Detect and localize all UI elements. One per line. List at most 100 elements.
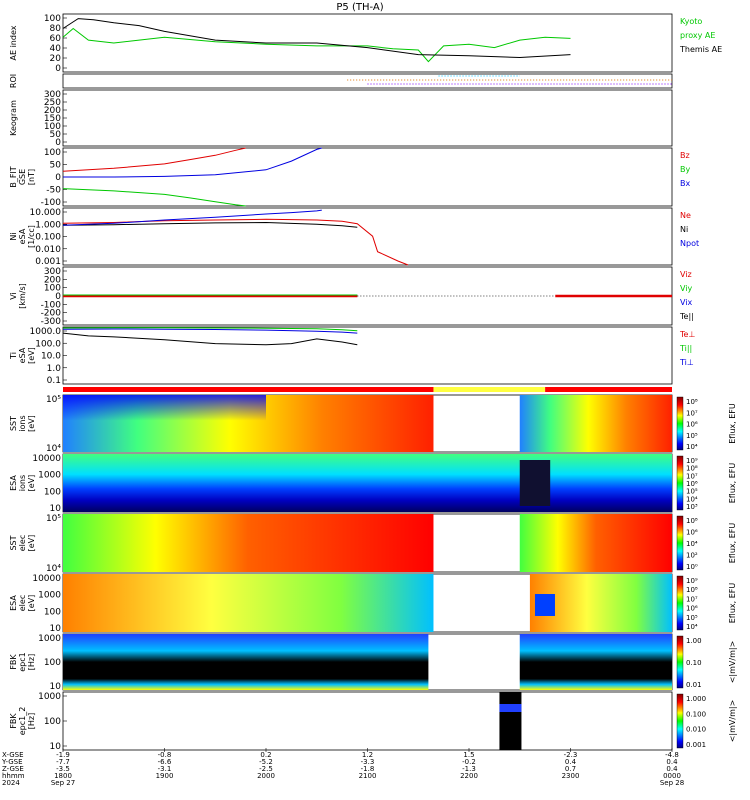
x-row-label: hhmm <box>2 772 25 780</box>
y-label-esa_elec: [eV] <box>27 595 36 612</box>
chart-title: P5 (TH-A) <box>336 2 383 13</box>
y-label-esa_ion: [eV] <box>27 475 36 492</box>
x-tick-label: 2000 <box>257 772 275 780</box>
series-ni-ni <box>62 221 358 228</box>
x-tick-label: -3.1 <box>158 765 172 773</box>
y-label-vi: Vi <box>9 292 18 300</box>
legend-vi: Viy <box>680 284 693 293</box>
y-tick-label-bfit: 0 <box>55 173 61 183</box>
colorbar-label-esa_ion: Eflux, EFU <box>728 463 737 504</box>
fbk1-spectrogram-2 <box>519 634 672 690</box>
x-tick-label: 1800 <box>54 772 72 780</box>
legend-ti: Te⊥ <box>679 330 695 339</box>
y-label-ti: Ti <box>9 352 18 360</box>
sst-elec-spectrogram <box>63 514 434 572</box>
legend-ae: proxy AE <box>680 31 715 40</box>
colorbar-tick-sst_ion: 10⁴ <box>686 443 698 451</box>
legend-ti: Ti|| <box>679 344 692 353</box>
x-tick-label: -3.5 <box>56 765 70 773</box>
x-axis: X-GSEY-GSEZ-GSEhhmm2024-1.9-7.7-3.51800S… <box>1 748 684 787</box>
colorbar-tick-fbk1: 1.00 <box>686 637 702 645</box>
colorbar-tick-esa_elec: 10⁹ <box>686 577 698 585</box>
panel-frame-fbk2 <box>62 691 673 751</box>
y-label-bfit: [nT] <box>27 169 36 185</box>
legend-vi: Te|| <box>679 312 694 321</box>
panel-frame-ti <box>62 326 673 385</box>
colorbar-esa_elec <box>676 575 684 631</box>
colorbar-esa_ion <box>676 455 684 511</box>
colorbar-tick-sst_elec: 10⁶ <box>686 529 698 537</box>
colorbar-tick-esa_elec: 10⁴ <box>686 623 698 631</box>
x-tick-label: 0.4 <box>666 758 678 766</box>
y-label-fbk1: epc1 <box>18 652 27 672</box>
y-tick-label-keogram: 0 <box>55 138 61 148</box>
colorbar-tick-sst_elec: 10⁸ <box>686 517 698 525</box>
fbk2-spectrogram-band <box>499 704 522 712</box>
esa-elec-blue-patch <box>534 594 555 616</box>
x-tick-label: -5.2 <box>259 758 273 766</box>
colorbar-label-sst_elec: Eflux, EFU <box>728 523 737 564</box>
panel-frame-ae <box>62 13 673 73</box>
y-tick-label-sst_elec: 10⁴ <box>46 564 61 574</box>
y-tick-label-esa_elec: 100 <box>44 607 61 617</box>
colorbar-tick-fbk1: 0.01 <box>686 681 702 689</box>
x-tick-label: -1.8 <box>361 765 375 773</box>
sst-ion-spectrogram-shade <box>63 395 266 452</box>
y-tick-label-vi: 300 <box>44 267 61 277</box>
x-tick-label: 1.2 <box>362 751 373 759</box>
colorbar-tick-fbk2: 1.000 <box>686 695 706 703</box>
y-tick-label-keogram: 150 <box>44 114 61 124</box>
y-tick-label-ti: 0.1 <box>47 376 61 386</box>
x-tick-label: 1900 <box>156 772 174 780</box>
y-tick-label-ni: 0.100 <box>35 233 61 243</box>
y-label-esa_ion: ESA <box>9 475 18 491</box>
y-tick-label-ti: 1.0 <box>47 364 62 374</box>
series-bfit-bz <box>62 147 246 172</box>
esa-elec-spectrogram <box>63 574 434 632</box>
y-label-esa_ion: ions <box>18 475 27 491</box>
colorbar-fbk1 <box>676 635 684 689</box>
y-tick-label-ae: 80 <box>50 24 62 34</box>
y-label-sst_ion: SST <box>9 416 18 431</box>
legend-ti: Ti⊥ <box>679 358 694 367</box>
x-tick-label: -3.3 <box>361 758 375 766</box>
y-label-vi: [km/s] <box>18 283 27 309</box>
x-row-label: Y-GSE <box>1 758 23 766</box>
series-ti-te- <box>62 332 358 346</box>
y-tick-label-ti: 100.0 <box>35 339 61 349</box>
colorbar-tick-esa_elec: 10⁷ <box>686 595 698 603</box>
y-tick-label-esa_elec: 10000 <box>32 574 61 584</box>
colorbar-tick-sst_elec: 10⁴ <box>686 540 698 548</box>
y-tick-label-ae: 0 <box>55 64 61 74</box>
legend-ae: Themis AE <box>679 45 722 54</box>
panel-frame-keogram <box>62 89 673 147</box>
x-tick-label: 0.7 <box>565 765 576 773</box>
y-tick-label-esa_ion: 10000 <box>32 454 61 464</box>
y-label-ti: [eV] <box>27 347 36 364</box>
y-tick-label-ni: 0.010 <box>35 245 61 255</box>
colorbar-tick-sst_elec: 10² <box>686 552 698 560</box>
y-tick-label-esa_elec: 10 <box>50 624 62 634</box>
y-tick-label-keogram: 250 <box>44 98 61 108</box>
colorbar-tick-sst_elec: 10⁰ <box>686 563 698 571</box>
x-tick-label: 0.4 <box>666 765 678 773</box>
y-label-ni: Ni <box>9 232 18 240</box>
x-row-label: 2024 <box>2 779 20 787</box>
y-label-ae: AE index <box>9 25 18 60</box>
colorbar-tick-sst_ion: 10⁶ <box>686 421 698 429</box>
colorbar-tick-fbk2: 0.001 <box>686 741 706 749</box>
x-tick-label: 0.2 <box>260 751 271 759</box>
y-tick-label-fbk2: 10 <box>50 742 62 752</box>
x-tick-label: -1.3 <box>462 765 476 773</box>
series-ni-npot <box>62 209 322 226</box>
y-label-bfit: GSE <box>18 169 27 185</box>
legend-ni: Npot <box>680 239 699 248</box>
colorbar-tick-esa_elec: 10⁵ <box>686 614 698 622</box>
series-bfit-bx <box>63 147 322 178</box>
colorbar-tick-fbk2: 0.100 <box>686 710 706 718</box>
sst-ion-spectrogram-2 <box>519 395 672 452</box>
y-tick-label-ni: 10.000 <box>30 208 62 218</box>
x-tick-label: -6.6 <box>158 758 172 766</box>
y-tick-label-fbk1: 100 <box>44 658 61 668</box>
